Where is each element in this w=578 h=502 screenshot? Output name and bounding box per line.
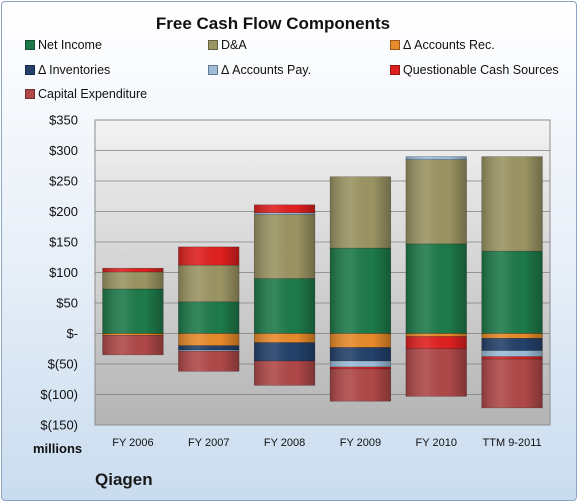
legend-swatch [208,40,218,50]
legend-item-d-and-a: D&A [208,38,247,52]
bar-segment-shade [178,301,240,334]
y-tick-label: $- [66,326,78,341]
bar-segment-shade [481,251,543,334]
y-tick-label: $(100) [40,387,78,402]
bar-segment-shade [102,333,164,336]
bar-segment-shade [102,288,164,334]
y-axis: $350 $300 $250 $200 $150 $100 $50 $- $(50) $(100)… [40,113,78,433]
bar-segment-shade [481,356,543,360]
bar-segment-shade [178,333,240,346]
bar-segment-shade [405,243,467,334]
legend-item-accounts-rec: Δ Accounts Rec. [390,38,495,52]
bar-segment-shade [330,333,391,348]
bar-segment-shade [481,350,543,357]
bar-segment-shade [330,347,391,361]
x-axis: FY 2006 FY 2007 FY 2008 FY 2009 FY 2010 TTM 9… [112,437,541,449]
bar-segment-shade [481,333,543,339]
bar-segment-shade [102,271,164,289]
legend-label: D&A [221,38,247,52]
bar-segment-shade [178,349,240,352]
bar-segment-shade [102,268,164,272]
bar-segment-shade [178,345,240,350]
legend-item-inventories: Δ Inventories [25,63,110,77]
legend-label: Δ Accounts Pay. [221,63,312,77]
y-tick-label: $300 [49,143,78,158]
bar-segment-shade [254,333,315,343]
bar-segment-shade [330,248,391,334]
bar-segment-shade [405,156,467,160]
bar-segment-shade [254,360,315,386]
legend-swatch [390,40,400,50]
bar-segment-shade [178,246,240,266]
x-tick-label: FY 2006 [112,437,153,449]
legend-item-accounts-pay: Δ Accounts Pay. [208,63,311,77]
units-label: millions [33,441,83,456]
bar-segment-shade [330,176,391,249]
company-name: Qiagen [95,470,153,489]
x-tick-label: FY 2010 [416,437,457,449]
bar-segment-shade [481,359,543,408]
bar-segment-shade [481,338,543,351]
bar-segment-shade [254,212,315,215]
legend-swatch [25,40,35,50]
bar-segment-shade [405,333,467,337]
bar-segment-shade [178,265,240,302]
bar-segment-shade [178,351,240,372]
x-tick-label: TTM 9-2011 [483,437,542,449]
bar-segment-shade [330,360,391,368]
chart-title: Free Cash Flow Components [155,14,391,33]
y-tick-label: $50 [56,296,78,311]
legend-label: Capital Expenditure [38,87,148,101]
y-tick-label: $100 [49,265,78,280]
bar-segment-shade [405,336,467,349]
legend-label: Net Income [38,38,102,52]
y-tick-label: $200 [49,204,78,219]
legend-label: Δ Accounts Rec. [403,38,495,52]
x-tick-label: FY 2009 [340,437,381,449]
bar-segment-shade [330,368,391,402]
bars [102,156,543,409]
legend-item-capex: Capital Expenditure [25,87,147,101]
legend-swatch [25,89,35,99]
bar-segment-shade [102,335,164,355]
legend-label: Questionable Cash Sources [403,63,559,77]
y-tick-label: $250 [49,174,78,189]
bar-segment-shade [254,342,315,361]
x-tick-label: FY 2007 [188,437,229,449]
bar-segment-shade [330,367,391,369]
y-tick-label: $150 [49,235,78,250]
bar-segment-shade [254,278,315,334]
y-tick-label: $(50) [48,357,78,372]
legend-item-questionable-cash: Questionable Cash Sources [390,63,559,77]
x-tick-label: FY 2008 [264,437,305,449]
bar-segment-shade [405,159,467,244]
bar-segment-shade [254,204,315,213]
legend-label: Δ Inventories [38,63,111,77]
legend-swatch [390,65,400,75]
legend-swatch [208,65,218,75]
bar-segment-shade [481,156,543,252]
bar-segment-shade [405,348,467,397]
y-tick-label: $(150) [40,418,78,433]
legend-item-net-income: Net Income [25,38,102,52]
legend-swatch [25,65,35,75]
gridlines [95,150,550,395]
bar-segment-shade [254,214,315,279]
y-tick-label: $350 [49,113,78,128]
